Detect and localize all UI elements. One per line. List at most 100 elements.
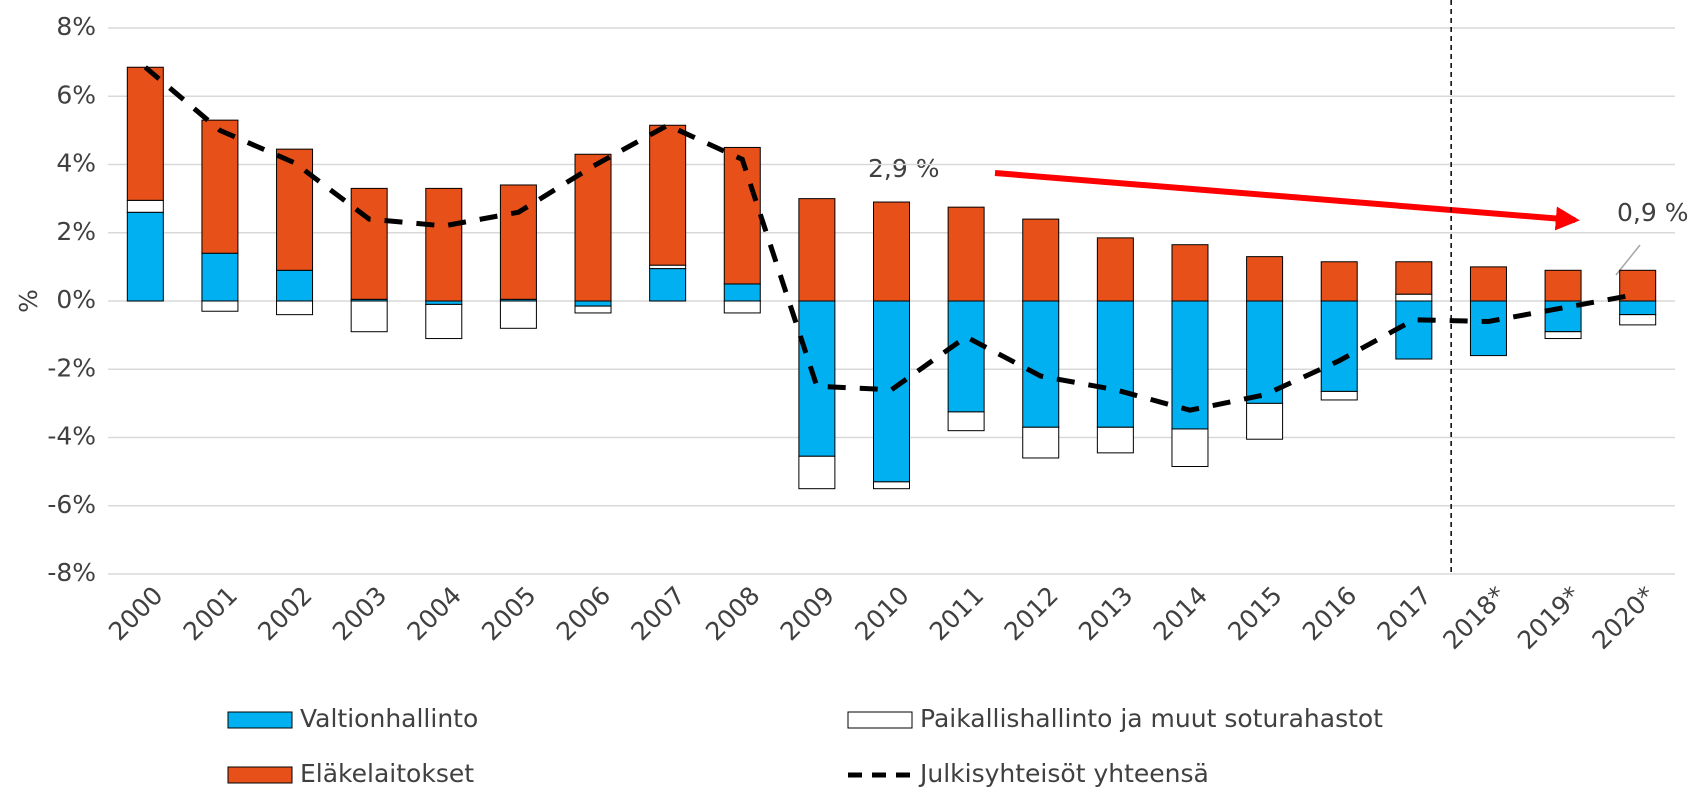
- bar-segment: [126, 211, 164, 302]
- bar-segment: [873, 481, 910, 490]
- bar-segment: [350, 187, 388, 300]
- bar-segment: [1395, 293, 1433, 302]
- bar-segment: [350, 300, 388, 333]
- bar-segment: [723, 283, 761, 302]
- bar-segment: [126, 66, 164, 201]
- bar-segment: [1320, 390, 1358, 401]
- bar-segment: [276, 300, 314, 316]
- bar-segment: [201, 119, 239, 254]
- y-tick-label: -6%: [47, 490, 96, 519]
- bar-segment: [798, 198, 836, 302]
- bar-segment: [649, 124, 687, 266]
- x-tick-label: 2018*: [1437, 581, 1511, 655]
- bar-segment: [574, 153, 612, 302]
- bar-segment: [1022, 426, 1060, 459]
- bar-segment: [649, 264, 687, 270]
- bar-segment: [1320, 261, 1358, 302]
- x-tick-label: 2008: [700, 581, 765, 646]
- x-tick-label: 2009: [775, 581, 840, 646]
- bar-segment: [1619, 300, 1657, 316]
- bar-segment: [425, 187, 463, 302]
- bar-segment: [574, 300, 612, 307]
- y-tick-label: 0%: [56, 285, 96, 314]
- x-tick-label: 2019*: [1512, 581, 1586, 655]
- bar-segment: [1171, 244, 1209, 302]
- bar-segment: [1395, 300, 1433, 360]
- bar-segment: [1469, 266, 1507, 302]
- y-tick-label: 8%: [56, 12, 96, 41]
- bar-segment: [276, 269, 314, 302]
- bar-segment: [1096, 237, 1134, 302]
- x-tick-label: 2000: [103, 581, 168, 646]
- bar-segment: [798, 455, 836, 490]
- x-tick-label: 2016: [1297, 581, 1362, 646]
- bar-segment: [947, 206, 985, 302]
- y-tick-label: -2%: [47, 353, 96, 382]
- x-tick-label: 2017: [1372, 581, 1437, 646]
- y-tick-label: 2%: [56, 217, 96, 246]
- bar-segment: [1395, 261, 1433, 295]
- bar-segment: [873, 201, 910, 302]
- bar-segment: [723, 146, 761, 285]
- bar-segment: [425, 303, 463, 340]
- bar-segment: [126, 199, 164, 213]
- x-tick-label: 2003: [327, 581, 392, 646]
- bar-segment: [723, 300, 761, 314]
- bar-segment: [873, 300, 910, 483]
- bar-segment: [499, 184, 537, 300]
- x-tick-label: 2015: [1222, 581, 1287, 646]
- x-tick-label: 2004: [401, 581, 466, 646]
- legend-swatch: [227, 711, 293, 729]
- legend-label: Eläkelaitokset: [300, 759, 474, 788]
- x-tick-label: 2014: [1148, 581, 1213, 646]
- y-axis-label: %: [14, 289, 43, 313]
- bar-segment: [1544, 331, 1582, 340]
- y-tick-label: 4%: [56, 149, 96, 178]
- bar-segment: [947, 300, 985, 413]
- x-tick-label: 2010: [849, 581, 914, 646]
- bar-segment: [1022, 218, 1060, 302]
- legend-label: Valtionhallinto: [300, 704, 478, 733]
- x-tick-label: 2012: [998, 581, 1063, 646]
- bar-segment: [276, 148, 314, 271]
- y-tick-label: 6%: [56, 80, 96, 109]
- bar-segment: [649, 268, 687, 302]
- bar-segment: [1171, 428, 1209, 468]
- x-tick-label: 2001: [178, 581, 243, 646]
- legend-label: Paikallishallinto ja muut soturahastot: [920, 704, 1383, 733]
- x-tick-label: 2007: [625, 581, 690, 646]
- bar-segment: [1320, 300, 1358, 392]
- bar-segment: [1619, 314, 1657, 326]
- bar-segment: [201, 300, 239, 312]
- x-tick-label: 2006: [551, 581, 616, 646]
- bar-segment: [1619, 269, 1657, 302]
- x-tick-label: 2011: [924, 581, 989, 646]
- x-tick-label: 2013: [1073, 581, 1138, 646]
- bar-segment: [1469, 300, 1507, 357]
- bar-segment: [1544, 300, 1582, 333]
- x-tick-label: 2005: [476, 581, 541, 646]
- bar-segment: [425, 300, 463, 305]
- trend-arrow: [994, 170, 1580, 231]
- bar-segment: [1246, 402, 1284, 440]
- y-tick-label: -8%: [47, 558, 96, 587]
- legend-swatch: [847, 711, 913, 729]
- bar-segment: [499, 300, 537, 329]
- legend-swatch: [227, 766, 293, 784]
- bar-segment: [1096, 426, 1134, 454]
- legend-label: Julkisyhteisöt yhteensä: [918, 759, 1209, 788]
- bar-segment: [947, 411, 985, 432]
- line-series: [143, 65, 1639, 413]
- bar-segment: [1544, 269, 1582, 302]
- bar-segment: [201, 252, 239, 302]
- bar-segment: [1096, 300, 1134, 428]
- annotation: 2,9 %: [868, 154, 939, 183]
- bar-segment: [1246, 256, 1284, 302]
- y-tick-label: -4%: [47, 422, 96, 451]
- annotation: 0,9 %: [1617, 198, 1688, 227]
- x-tick-label: 2002: [252, 581, 317, 646]
- x-tick-label: 2020*: [1587, 581, 1661, 655]
- bar-segment: [574, 305, 612, 314]
- bar-segment: [1022, 300, 1060, 428]
